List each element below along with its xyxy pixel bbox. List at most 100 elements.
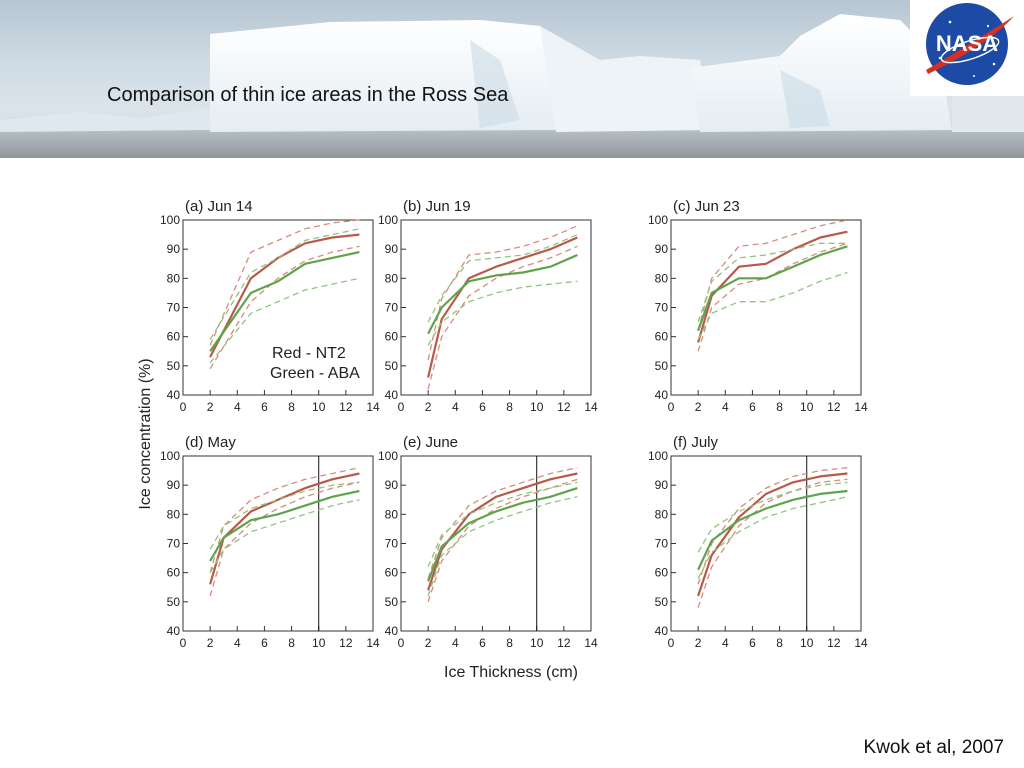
y-tick-label: 80: [167, 271, 181, 285]
series-line-green-aba-lower: [209, 277, 360, 364]
panel-frame: [670, 455, 862, 632]
y-axis-label: Ice concentration (%): [137, 358, 154, 509]
x-tick-label: 6: [749, 636, 756, 650]
y-tick-label: 40: [655, 624, 669, 638]
y-tick-label: 60: [385, 330, 399, 344]
y-tick-label: 50: [385, 595, 399, 609]
panel-title: (b) Jun 19: [403, 198, 471, 215]
x-tick-label: 6: [479, 400, 486, 414]
y-tick-label: 70: [655, 301, 669, 315]
x-tick-label: 4: [722, 400, 729, 414]
y-tick-label: 80: [385, 507, 399, 521]
y-tick-label: 40: [167, 624, 181, 638]
y-tick-label: 50: [655, 359, 669, 373]
x-tick-label: 4: [722, 636, 729, 650]
series-line-green-aba-upper: [209, 228, 360, 340]
y-tick-label: 100: [648, 213, 668, 227]
series-line-green-aba: [209, 489, 360, 562]
y-tick-label: 60: [655, 566, 669, 580]
x-tick-label: 0: [668, 400, 675, 414]
panel-frame: [400, 455, 592, 632]
panel-title: (a) Jun 14: [185, 198, 253, 215]
x-tick-label: 8: [288, 636, 295, 650]
y-tick-label: 40: [167, 388, 181, 402]
y-tick-label: 50: [167, 595, 181, 609]
x-tick-label: 2: [207, 636, 214, 650]
series-line-red-nt2-lower: [209, 481, 360, 597]
x-tick-label: 10: [530, 400, 544, 414]
series-line-green-aba: [697, 489, 848, 571]
x-tick-label: 14: [584, 636, 598, 650]
panel-frame: [670, 219, 862, 396]
series-line-green-aba-upper: [697, 242, 848, 323]
x-tick-label: 4: [234, 636, 241, 650]
slide-title: Comparison of thin ice areas in the Ross…: [107, 84, 509, 106]
x-tick-label: 4: [452, 400, 459, 414]
x-tick-label: 0: [668, 636, 675, 650]
panel-frame: [400, 219, 592, 396]
y-tick-label: 100: [648, 449, 668, 463]
x-tick-label: 0: [180, 636, 187, 650]
series-line-red-nt2: [697, 472, 848, 597]
y-tick-label: 80: [655, 507, 669, 521]
series-line-green-aba: [209, 251, 360, 352]
series-line-green-aba-lower: [209, 499, 360, 574]
y-tick-label: 70: [167, 537, 181, 551]
x-tick-label: 8: [288, 400, 295, 414]
y-tick-label: 40: [655, 388, 669, 402]
y-tick-label: 50: [655, 595, 669, 609]
y-tick-label: 70: [167, 301, 181, 315]
x-axis-label: Ice Thickness (cm): [444, 664, 578, 681]
panel-title: (d) May: [185, 434, 236, 451]
panel-title: (c) Jun 23: [673, 198, 740, 215]
x-tick-label: 10: [312, 636, 326, 650]
panel-0: (a) Jun 14 40 50 60 70 80 90 100 0 2 4 6 8 10 12 14: [160, 198, 380, 414]
x-tick-label: 4: [452, 636, 459, 650]
series-line-red-nt2-lower: [697, 478, 848, 608]
x-tick-label: 6: [261, 400, 268, 414]
y-tick-label: 50: [385, 359, 399, 373]
panel-4: (e) June 40 50 60 70 80 90 100 0 2 4 6 8 10 12 14: [378, 434, 598, 650]
x-tick-label: 10: [800, 636, 814, 650]
panel-2: (c) Jun 23 40 50 60 70 80 90 100 0 2 4 6 8 10 12 14: [648, 198, 868, 414]
x-tick-label: 12: [827, 636, 841, 650]
x-tick-label: 12: [557, 400, 571, 414]
x-tick-label: 14: [854, 400, 868, 414]
nasa-logo-text: NASA: [936, 31, 998, 56]
series-line-green-aba-lower: [697, 271, 848, 340]
x-tick-label: 14: [854, 636, 868, 650]
y-tick-label: 90: [385, 478, 399, 492]
y-tick-label: 40: [385, 388, 399, 402]
panel-frame: [182, 219, 374, 396]
x-tick-label: 6: [479, 636, 486, 650]
iceberg-photo: [0, 14, 1024, 158]
x-tick-label: 10: [800, 400, 814, 414]
series-line-red-nt2-lower: [427, 245, 578, 390]
x-tick-label: 0: [398, 636, 405, 650]
panel-1: (b) Jun 19 40 50 60 70 80 90 100 0 2 4 6 8 10 12 14: [378, 198, 598, 414]
panel-title: (e) June: [403, 434, 458, 451]
y-tick-label: 80: [655, 271, 669, 285]
y-tick-label: 60: [655, 330, 669, 344]
series-line-green-aba-lower: [427, 280, 578, 346]
x-tick-label: 4: [234, 400, 241, 414]
x-tick-label: 6: [749, 400, 756, 414]
x-tick-label: 12: [557, 636, 571, 650]
y-tick-label: 50: [167, 359, 181, 373]
x-tick-label: 0: [180, 400, 187, 414]
y-tick-label: 80: [167, 507, 181, 521]
series-line-red-nt2-upper: [209, 219, 360, 346]
series-line-red-nt2: [209, 233, 360, 358]
y-tick-label: 100: [160, 213, 180, 227]
panel-title: (f) July: [673, 434, 719, 451]
x-tick-label: 8: [776, 636, 783, 650]
series-line-green-aba-lower: [427, 496, 578, 597]
series-line-green-aba-upper: [697, 481, 848, 553]
x-tick-label: 2: [425, 636, 432, 650]
y-tick-label: 90: [655, 478, 669, 492]
x-tick-label: 14: [366, 400, 380, 414]
x-tick-label: 2: [695, 400, 702, 414]
x-tick-label: 12: [827, 400, 841, 414]
x-tick-label: 10: [530, 636, 544, 650]
